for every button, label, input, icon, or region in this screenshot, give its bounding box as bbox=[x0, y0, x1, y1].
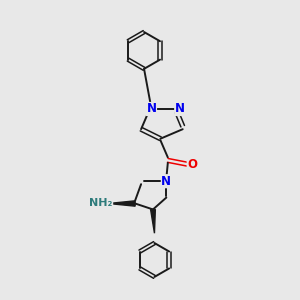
Text: N: N bbox=[146, 103, 157, 116]
Polygon shape bbox=[108, 201, 135, 206]
Text: N: N bbox=[175, 103, 185, 116]
Text: N: N bbox=[161, 175, 171, 188]
Text: O: O bbox=[187, 158, 197, 171]
Text: NH₂: NH₂ bbox=[89, 199, 112, 208]
Polygon shape bbox=[151, 209, 155, 233]
